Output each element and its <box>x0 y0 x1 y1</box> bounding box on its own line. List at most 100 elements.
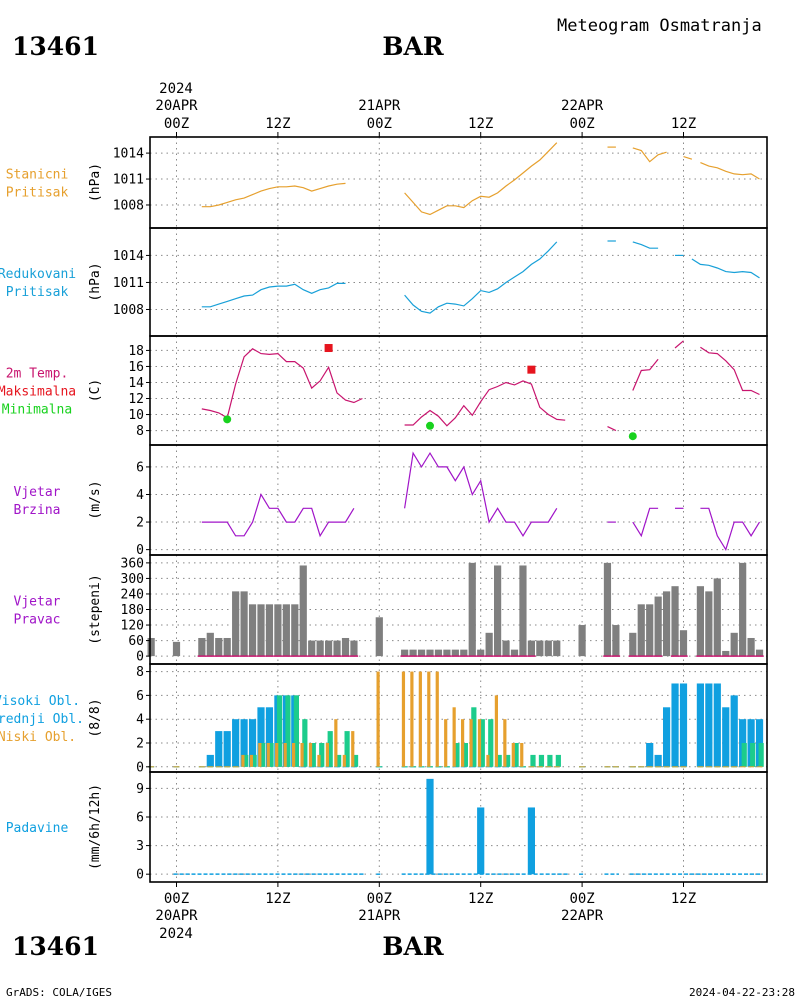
wind-direction-bar <box>240 591 248 657</box>
wind-direction-bar <box>451 649 459 657</box>
y-tick-label: 14 <box>128 376 144 391</box>
time-label-bottom: 12Z <box>671 891 696 907</box>
cloud-bar-high <box>646 743 654 767</box>
wind-direction-bar <box>172 641 181 657</box>
station-name-bottom: BAR <box>382 932 444 961</box>
cloud-bar-mid <box>505 754 511 767</box>
y-tick-label: 180 <box>121 603 144 618</box>
cloud-bar-low <box>469 719 473 767</box>
wind-direction-bar <box>468 562 476 657</box>
y-tick-label: 6 <box>136 460 144 475</box>
cloud-bar-mid <box>471 707 477 767</box>
wind-direction-bar <box>291 604 299 657</box>
series-line <box>632 358 659 391</box>
cloud-bar-low <box>266 743 270 767</box>
panel-label: Brzina <box>14 503 61 518</box>
series-line <box>632 241 659 249</box>
wind-direction-bar <box>274 604 282 657</box>
y-tick-label: 1014 <box>113 147 144 162</box>
wind-direction-bar <box>341 637 350 657</box>
panel-label: Pritisak <box>6 285 69 300</box>
wind-direction-bar <box>401 649 409 657</box>
panel-label: Niski Obl. <box>0 730 76 745</box>
cloud-bar-high <box>223 731 231 767</box>
max-temp-marker <box>527 365 536 374</box>
panel-label: 2m Temp. <box>6 367 69 382</box>
cloud-bar-mid <box>352 754 359 767</box>
cloud-bar-high <box>730 695 738 767</box>
cloud-bar-mid <box>547 754 553 767</box>
wind-direction-bar <box>477 649 485 657</box>
time-label-bottom: 00Z <box>569 891 594 907</box>
cloud-bar-mid <box>319 743 325 767</box>
panel-unit: (hPa) <box>88 163 103 202</box>
time-label-top: 00Z <box>569 116 594 132</box>
wind-direction-bar <box>426 649 434 657</box>
precip-bar <box>477 807 485 875</box>
cloud-bar-mid <box>243 754 249 767</box>
cloud-bar-high <box>240 719 248 767</box>
wind-direction-bar <box>417 649 426 657</box>
y-tick-label: 8 <box>136 424 144 439</box>
wind-direction-bar <box>434 649 443 657</box>
cloud-bar-high <box>713 683 721 767</box>
wind-direction-bar <box>299 565 307 657</box>
wind-direction-bar <box>316 640 324 657</box>
cloud-bar-low <box>300 743 304 767</box>
series-line <box>201 282 346 308</box>
series-line <box>201 348 363 419</box>
y-tick-label: 60 <box>128 634 144 649</box>
y-tick-label: 3 <box>136 839 144 854</box>
max-temp-marker <box>324 344 333 353</box>
min-temp-marker <box>223 415 232 424</box>
time-label-top: 12Z <box>671 116 696 132</box>
cloud-bar-mid <box>336 754 342 767</box>
series-line <box>404 380 566 427</box>
time-label-bottom: 12Z <box>265 891 290 907</box>
panel-frame-temperature <box>149 335 768 446</box>
cloud-bar-mid <box>496 754 502 767</box>
wind-direction-bar <box>747 637 755 657</box>
marks-layer <box>147 142 764 875</box>
panel-label: Redukovani <box>0 267 76 282</box>
time-label-top: 00Z <box>367 116 392 132</box>
cloud-bar-low <box>503 719 507 767</box>
wind-direction-bar <box>654 596 662 657</box>
date-label-bottom: 21APR <box>358 908 401 924</box>
cloud-bar-mid <box>758 743 764 767</box>
wind-direction-bar <box>443 649 451 657</box>
cloud-bar-high <box>232 719 240 767</box>
cloud-bar-mid <box>293 695 299 767</box>
cloud-bar-low <box>376 671 380 767</box>
cloud-bar-mid <box>741 743 747 767</box>
wind-direction-bar <box>527 640 535 657</box>
wind-direction-bar <box>375 617 383 657</box>
date-label-bottom: 22APR <box>561 908 604 924</box>
date-label-top: 21APR <box>358 98 401 114</box>
series-line <box>404 451 558 537</box>
panel-label: Maksimalna <box>0 385 76 400</box>
cloud-bar-low <box>418 671 422 767</box>
wind-direction-bar <box>544 640 552 657</box>
y-tick-label: 6 <box>136 810 144 825</box>
wind-direction-bar <box>705 591 713 657</box>
cloud-bar-high <box>257 707 265 767</box>
series-line <box>632 507 659 538</box>
cloud-bar-mid <box>268 743 274 767</box>
cloud-bar-mid <box>344 731 350 767</box>
time-label-top: 00Z <box>164 116 189 132</box>
cloud-bar-low <box>410 671 414 767</box>
bottom-year-label: 2024 <box>159 926 193 942</box>
date-label-bottom: 20APR <box>155 908 198 924</box>
cloud-bar-high <box>654 754 662 767</box>
time-label-bottom: 12Z <box>468 891 493 907</box>
cloud-bar-low <box>477 719 482 767</box>
panel-unit: (8/8) <box>88 698 103 737</box>
panel-unit: (mm/6h/12h) <box>88 784 103 870</box>
panel-unit: (C) <box>88 379 103 402</box>
cloud-bar-high <box>265 707 274 767</box>
panel-frame-precip <box>149 771 768 883</box>
series-line <box>700 507 761 552</box>
cloud-bar-mid <box>513 743 519 767</box>
